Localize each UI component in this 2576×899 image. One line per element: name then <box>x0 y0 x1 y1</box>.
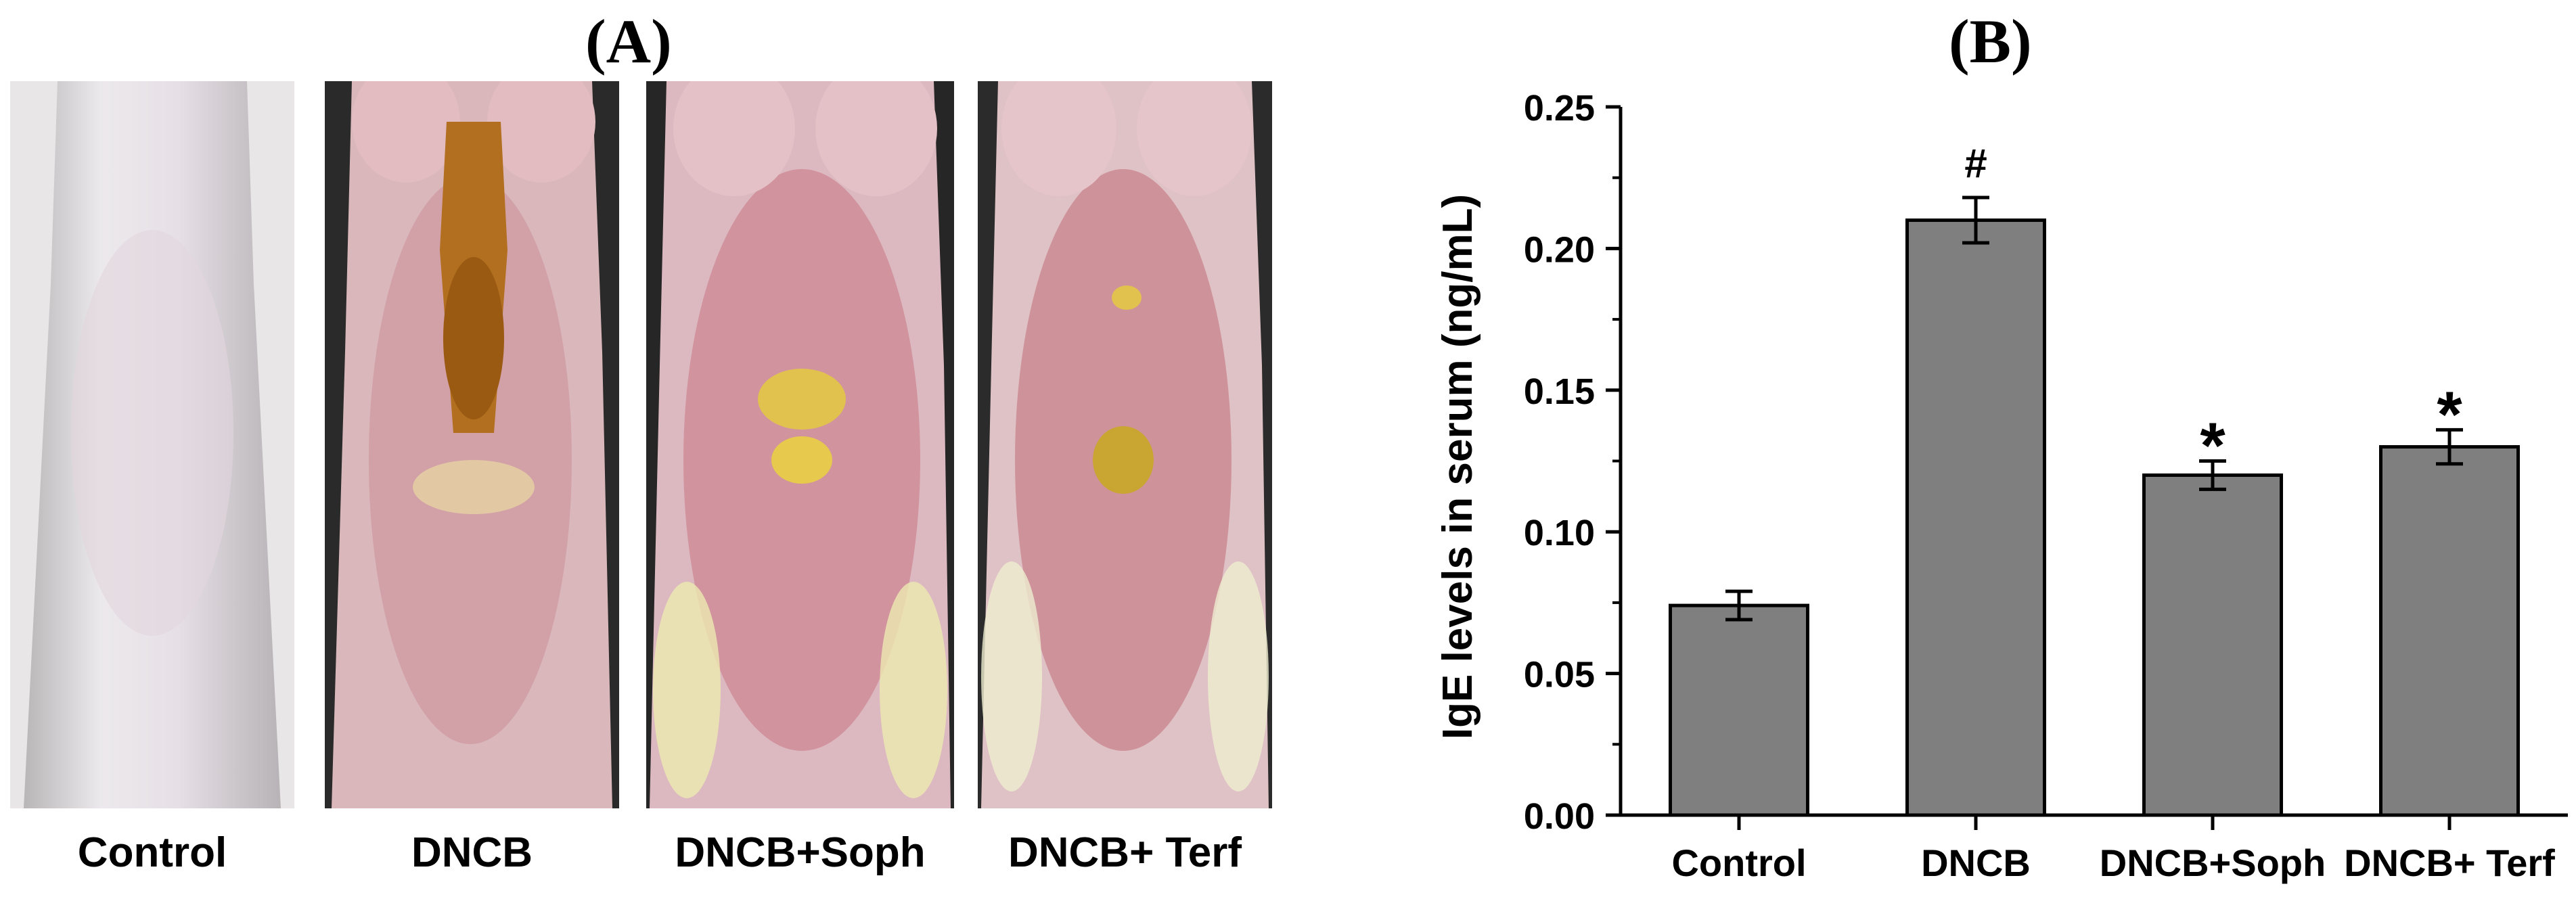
photo-label-dncb-terf: DNCB+ Terf <box>1008 829 1242 876</box>
mouse-back-mild-lesion-icon <box>978 81 1272 808</box>
significance-mark: # <box>1964 141 1987 186</box>
y-tick-label: 0.20 <box>1524 229 1595 270</box>
photo-label-control: Control <box>77 829 227 876</box>
panel-b-letter: (B) <box>1949 7 2032 76</box>
y-axis-label: IgE levels in serum (ng/mL) <box>1434 194 1481 739</box>
significance-mark: * <box>2200 410 2225 482</box>
y-tick-label: 0.00 <box>1524 796 1595 837</box>
x-tick-label: DNCB <box>1921 842 2031 884</box>
bar <box>1905 218 2046 817</box>
mouse-back-healthy-icon <box>10 81 294 808</box>
x-tick-label: DNCB+Soph <box>2100 842 2326 884</box>
bar <box>2142 473 2283 817</box>
x-tick-label: DNCB+ Terf <box>2344 842 2555 884</box>
photo-label-dncb-soph: DNCB+Soph <box>675 829 926 876</box>
bar <box>2379 445 2520 817</box>
y-tick-label: 0.15 <box>1524 371 1595 412</box>
significance-mark: * <box>2437 378 2462 451</box>
panel-a-letter: (A) <box>585 7 672 76</box>
photo-dncb-terf <box>978 81 1272 808</box>
bar <box>1669 603 1809 817</box>
mouse-back-severe-lesion-icon <box>325 81 619 808</box>
y-tick-label: 0.10 <box>1524 513 1595 553</box>
x-tick-label: Control <box>1671 842 1806 884</box>
mouse-back-mild-lesion-icon <box>646 81 954 808</box>
photo-control <box>10 81 294 808</box>
y-tick-label: 0.25 <box>1524 88 1595 129</box>
y-tick-label: 0.05 <box>1524 655 1595 695</box>
photo-dncb-soph <box>646 81 954 808</box>
photo-dncb <box>325 81 619 808</box>
photo-label-dncb: DNCB <box>411 829 533 876</box>
